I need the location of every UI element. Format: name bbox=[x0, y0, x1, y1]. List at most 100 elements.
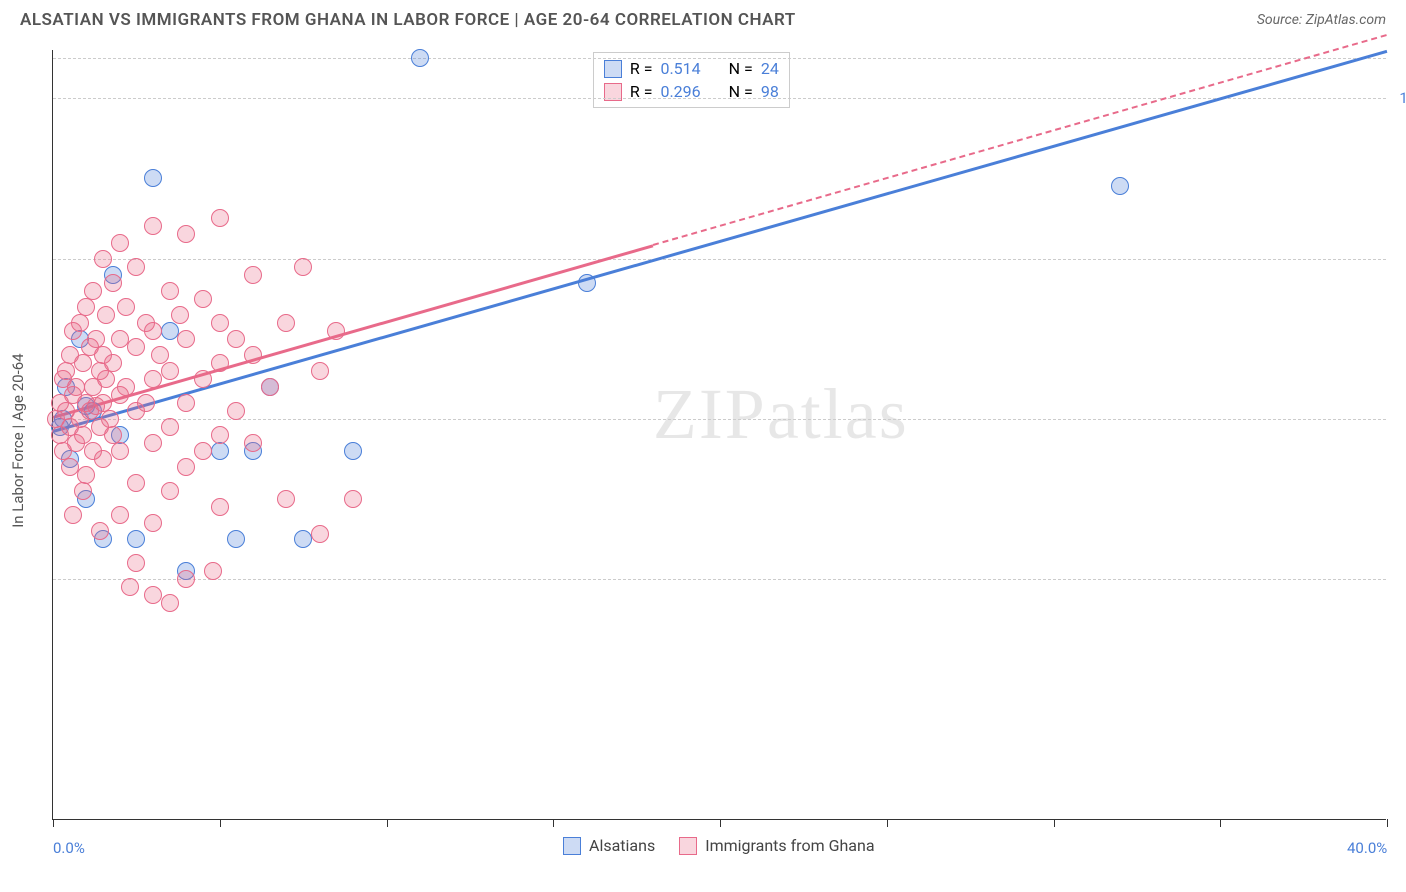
gridline bbox=[53, 259, 1386, 260]
legend-r-label: R = bbox=[630, 59, 653, 78]
data-point bbox=[71, 314, 89, 332]
data-point bbox=[204, 562, 222, 580]
data-point bbox=[127, 258, 145, 276]
y-tick-label: 100.0% bbox=[1393, 89, 1406, 107]
data-point bbox=[117, 298, 135, 316]
data-point bbox=[171, 306, 189, 324]
gridline bbox=[53, 579, 1386, 580]
data-point bbox=[294, 258, 312, 276]
data-point bbox=[161, 418, 179, 436]
legend-row: R =0.296N =98 bbox=[604, 80, 779, 103]
x-tick bbox=[1054, 819, 1055, 827]
x-tick bbox=[553, 819, 554, 827]
data-point bbox=[111, 234, 129, 252]
data-point bbox=[277, 490, 295, 508]
data-point bbox=[94, 450, 112, 468]
data-point bbox=[261, 378, 279, 396]
gridline bbox=[53, 419, 1386, 420]
x-tick bbox=[53, 819, 54, 827]
data-point bbox=[84, 282, 102, 300]
data-point bbox=[67, 378, 85, 396]
data-point bbox=[151, 346, 169, 364]
data-point bbox=[111, 506, 129, 524]
data-point bbox=[194, 442, 212, 460]
legend-swatch bbox=[563, 837, 581, 855]
data-point bbox=[211, 442, 229, 460]
x-tick bbox=[887, 819, 888, 827]
legend-swatch bbox=[679, 837, 697, 855]
data-point bbox=[64, 506, 82, 524]
data-point bbox=[127, 338, 145, 356]
legend-n-label: N = bbox=[729, 59, 753, 78]
watermark: ZIPatlas bbox=[653, 373, 909, 456]
data-point bbox=[227, 402, 245, 420]
x-tick bbox=[220, 819, 221, 827]
x-tick bbox=[1220, 819, 1221, 827]
x-tick-label: 40.0% bbox=[1347, 839, 1387, 857]
legend-item: Immigrants from Ghana bbox=[679, 834, 874, 857]
data-point bbox=[144, 514, 162, 532]
data-point bbox=[177, 570, 195, 588]
chart-title: ALSATIAN VS IMMIGRANTS FROM GHANA IN LAB… bbox=[20, 10, 796, 30]
data-point bbox=[144, 370, 162, 388]
data-point bbox=[311, 525, 329, 543]
data-point bbox=[211, 498, 229, 516]
correlation-legend: R = 0.514 N = 24 R =0.296N =98 bbox=[593, 52, 790, 108]
data-point bbox=[344, 490, 362, 508]
data-point bbox=[127, 554, 145, 572]
data-point bbox=[121, 578, 139, 596]
y-tick-label: 90.0% bbox=[1393, 250, 1406, 268]
legend-row: R = 0.514 N = 24 bbox=[604, 57, 779, 80]
data-point bbox=[244, 434, 262, 452]
data-point bbox=[144, 322, 162, 340]
data-point bbox=[61, 458, 79, 476]
x-tick-label: 0.0% bbox=[53, 839, 85, 857]
data-point bbox=[104, 274, 122, 292]
plot-area: ZIPatlas R =0.514N =24R =0.296N =98 Alsa… bbox=[52, 50, 1386, 820]
data-point bbox=[327, 322, 345, 340]
header: ALSATIAN VS IMMIGRANTS FROM GHANA IN LAB… bbox=[0, 0, 1406, 38]
data-point bbox=[127, 474, 145, 492]
data-point bbox=[177, 458, 195, 476]
data-point bbox=[194, 290, 212, 308]
source-attribution: Source: ZipAtlas.com bbox=[1257, 12, 1386, 28]
chart-container: ALSATIAN VS IMMIGRANTS FROM GHANA IN LAB… bbox=[0, 0, 1406, 892]
data-point bbox=[311, 362, 329, 380]
data-point bbox=[211, 314, 229, 332]
legend-n-value: 24 bbox=[761, 59, 779, 78]
data-point bbox=[244, 346, 262, 364]
data-point bbox=[111, 442, 129, 460]
data-point bbox=[104, 354, 122, 372]
data-point bbox=[1111, 177, 1129, 195]
data-point bbox=[144, 586, 162, 604]
legend-series-name: Alsatians bbox=[589, 836, 655, 855]
data-point bbox=[101, 410, 119, 428]
data-point bbox=[227, 530, 245, 548]
legend-r-value: 0.514 bbox=[660, 59, 700, 78]
series-legend: Alsatians Immigrants from Ghana bbox=[563, 834, 875, 857]
data-point bbox=[57, 362, 75, 380]
data-point bbox=[74, 482, 92, 500]
data-point bbox=[277, 314, 295, 332]
data-point bbox=[111, 330, 129, 348]
data-point bbox=[161, 322, 179, 340]
data-point bbox=[161, 594, 179, 612]
data-point bbox=[77, 298, 95, 316]
data-point bbox=[211, 209, 229, 227]
data-point bbox=[161, 482, 179, 500]
data-point bbox=[344, 442, 362, 460]
gridline bbox=[53, 98, 1386, 99]
x-tick bbox=[1387, 819, 1388, 827]
data-point bbox=[144, 434, 162, 452]
gridline bbox=[53, 58, 1386, 59]
data-point bbox=[227, 330, 245, 348]
data-point bbox=[161, 362, 179, 380]
y-tick-label: 80.0% bbox=[1393, 410, 1406, 428]
data-point bbox=[144, 217, 162, 235]
data-point bbox=[117, 378, 135, 396]
data-point bbox=[211, 354, 229, 372]
data-point bbox=[177, 394, 195, 412]
y-tick-label: 70.0% bbox=[1393, 570, 1406, 588]
data-point bbox=[211, 426, 229, 444]
legend-item: Alsatians bbox=[563, 834, 655, 857]
